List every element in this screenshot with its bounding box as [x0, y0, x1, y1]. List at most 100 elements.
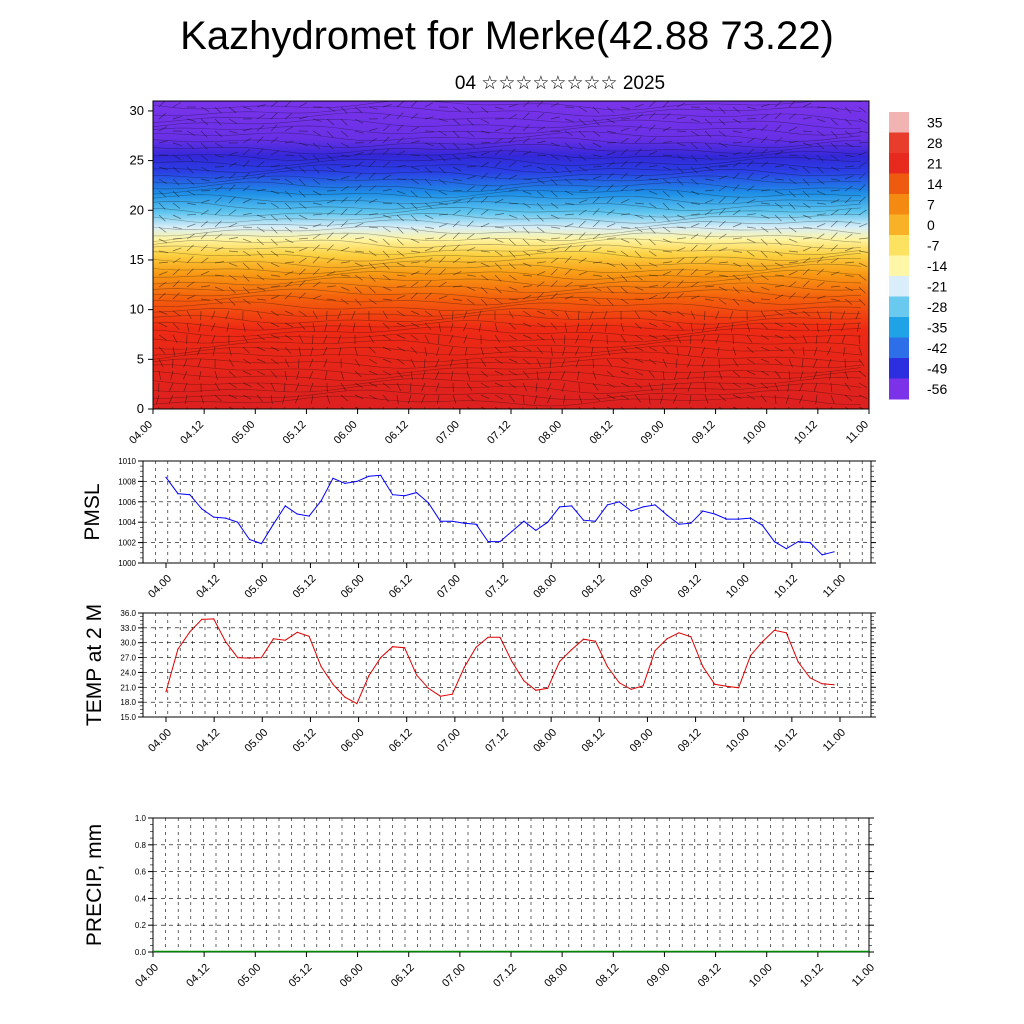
x-tick-label: 08.12 — [579, 573, 607, 601]
x-tick-label: 08.12 — [593, 962, 621, 990]
y-tick-label: 1008 — [118, 477, 136, 486]
plot-frame — [152, 817, 870, 953]
data-point — [821, 683, 823, 685]
data-point — [511, 660, 513, 663]
data-point — [332, 477, 334, 479]
isotherm-lines — [153, 101, 862, 407]
x-tick-label: 06.00 — [338, 962, 366, 990]
colorbar-swatch — [889, 378, 909, 400]
data-point — [773, 541, 776, 543]
data-point — [260, 657, 262, 659]
data-point — [666, 638, 668, 640]
data-point — [284, 639, 286, 641]
y-tick-label: 30 — [130, 103, 144, 118]
y-tick-label: 36.0 — [120, 609, 136, 618]
y-tick-label: 0.6 — [135, 868, 147, 877]
y-tick-label: 21.0 — [120, 683, 136, 692]
data-point — [738, 687, 740, 689]
y-tick-label: 10 — [130, 302, 144, 317]
colorbar-swatch — [889, 112, 909, 133]
data-point — [833, 551, 835, 553]
data-point — [260, 543, 262, 545]
x-tick-label: 07.12 — [483, 727, 511, 755]
minor-ticks — [140, 460, 874, 564]
data-point — [308, 635, 310, 637]
data-point — [726, 518, 728, 520]
data-point — [415, 492, 418, 494]
x-tick-label: 08.00 — [542, 962, 570, 990]
data-point — [773, 629, 776, 631]
x-tick-label: 08.00 — [531, 573, 559, 601]
data-point — [189, 631, 191, 633]
data-point — [738, 518, 740, 520]
colorbar-label: -14 — [927, 258, 947, 274]
colorbar-label: 0 — [927, 217, 935, 233]
data-point — [213, 516, 215, 518]
data-point — [523, 680, 525, 682]
precip-panel: 0.0 0.2 0.4 0.6 0.8 1.0 04.00 04.12 05.00 05.12 06… — [83, 814, 877, 990]
data-point — [749, 517, 752, 519]
y-tick-label: 1004 — [118, 518, 136, 527]
chart-title: Kazhydromet for Merke(42.88 73.22) — [180, 14, 834, 58]
data-point — [702, 510, 704, 512]
x-tick-label: 06.00 — [332, 419, 360, 447]
data-point — [272, 638, 274, 640]
x-tick-label: 10.12 — [792, 419, 820, 447]
data-point — [511, 530, 513, 533]
data-point — [666, 514, 668, 516]
data-point — [642, 506, 644, 508]
colorbar-label: -56 — [927, 381, 947, 397]
data-point — [225, 641, 227, 643]
data-point — [439, 695, 441, 697]
data-point — [404, 647, 406, 649]
data-point — [177, 648, 179, 650]
x-tick-label: 10.00 — [724, 573, 752, 601]
x-tick-label: 09.12 — [696, 962, 724, 990]
x-tick-label: 04.12 — [178, 419, 206, 447]
colorbar-swatch — [889, 153, 909, 174]
y-tick-label: 27.0 — [120, 654, 136, 663]
data-point — [833, 684, 835, 686]
colorbar-swatch — [889, 132, 909, 154]
wind-barbs — [156, 101, 869, 409]
y-tick-label: 30.0 — [120, 639, 136, 648]
x-tick-label: 07.12 — [483, 573, 511, 601]
x-tick-label: 06.12 — [383, 419, 411, 447]
data-point — [702, 665, 704, 668]
data-point — [582, 638, 585, 640]
x-tick-label: 06.12 — [387, 727, 415, 755]
y-tick-label: 0.4 — [135, 894, 147, 903]
pmsl-panel: 1000 1002 1004 1006 1008 1010 04.00 04.12 05.00 0… — [81, 457, 876, 601]
x-tick-label: 05.12 — [287, 962, 315, 990]
data-point — [678, 523, 680, 525]
data-point — [344, 482, 346, 484]
data-point — [392, 646, 394, 648]
data-point — [248, 657, 251, 659]
colorbar-swatch — [889, 173, 909, 195]
data-point — [427, 502, 429, 504]
x-tick-label: 09.00 — [639, 419, 667, 447]
data-point — [785, 632, 787, 634]
data-point — [571, 649, 573, 651]
colorbar-swatch — [889, 276, 909, 297]
data-point — [368, 675, 370, 677]
temperature-section-panel: 0 5 10 15 20 25 30 04.00 04.12 05.00 05.12 06.00 06.… — [127, 100, 871, 447]
data-point — [165, 476, 167, 478]
data-point — [344, 696, 346, 698]
data-point — [618, 682, 620, 684]
data-point — [523, 520, 525, 522]
y-tick-label: 33.0 — [120, 624, 136, 633]
x-tick-label: 09.00 — [645, 962, 673, 990]
data-point — [654, 650, 656, 652]
y-tick-label: 15 — [130, 252, 144, 267]
colorbar-label: 35 — [927, 114, 943, 130]
x-tick-label: 05.00 — [235, 962, 263, 990]
data-point — [535, 689, 537, 691]
x-tick-label: 09.12 — [690, 419, 718, 447]
data-point — [499, 636, 501, 638]
y-tick-label: 18.0 — [120, 698, 136, 707]
data-point — [749, 655, 752, 657]
colorbar-swatch — [889, 296, 909, 318]
x-tick-label: 04.00 — [133, 962, 161, 990]
